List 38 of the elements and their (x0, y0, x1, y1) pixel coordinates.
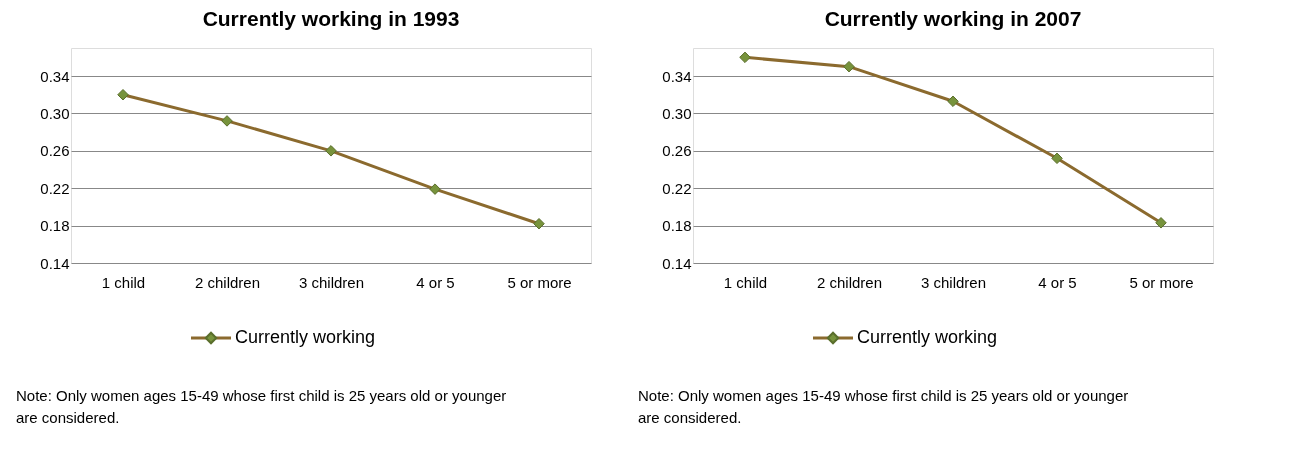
y-tick-label: 0.18 (662, 217, 692, 235)
point (1155, 217, 1167, 229)
y-tick-label: 0.26 (40, 142, 70, 160)
point (843, 60, 855, 73)
y-tick-label: 0.34 (662, 67, 692, 85)
y-tick-label: 0.34 (40, 67, 70, 85)
legend-label: Currently working (857, 327, 998, 347)
y-tick-label: 0.18 (40, 217, 70, 235)
legend-label: Currently working (235, 327, 376, 347)
y-tick-label: 0.26 (662, 142, 692, 160)
x-tick-label: 5 or more (507, 273, 572, 291)
y-tick-label: 0.14 (662, 254, 692, 272)
point (429, 183, 441, 195)
x-tick-label: 5 or more (1129, 273, 1194, 291)
y-tick-label: 0.30 (662, 104, 692, 122)
chart-title: Currently working in 1993 (202, 7, 460, 30)
x-tick-label: 3 children (920, 273, 987, 291)
point (533, 218, 545, 230)
text: Note: Only women ages 15-49 whose first child is 25 years old or younger are considered. (638, 387, 1129, 426)
x-tick-label: 2 children (194, 273, 261, 291)
x-tick-label: 2 children (816, 273, 883, 291)
point (117, 89, 129, 101)
point (221, 115, 233, 127)
point (1051, 152, 1063, 165)
y-tick-label: 0.22 (662, 179, 692, 197)
chart-title: Currently working in 2007 (824, 7, 1082, 30)
x-tick-label: 3 children (298, 273, 365, 291)
point (947, 95, 959, 108)
point (739, 51, 751, 64)
y-tick-label: 0.14 (40, 254, 70, 272)
x-tick-label: 1 child (101, 273, 146, 291)
text: Note: Only women ages 15-49 whose first child is 25 years old or younger are considered. (16, 387, 507, 426)
x-tick-label: 4 or 5 (1038, 273, 1077, 291)
y-tick-label: 0.30 (40, 104, 70, 122)
x-tick-label: 4 or 5 (416, 273, 455, 291)
y-tick-label: 0.22 (40, 179, 70, 197)
point (325, 145, 337, 157)
x-tick-label: 1 child (723, 273, 768, 291)
